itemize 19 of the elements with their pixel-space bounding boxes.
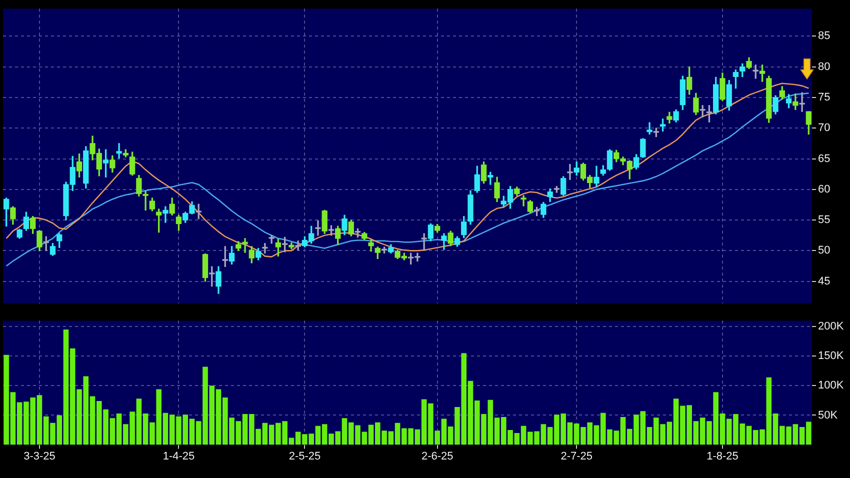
y-tick-label: 85 xyxy=(818,30,830,42)
x-tick-label: 1-8-25 xyxy=(706,450,738,462)
y-tick-label: 60 xyxy=(818,183,830,196)
x-tick-label: 2-7-25 xyxy=(560,450,592,462)
x-tick-label: 2-6-25 xyxy=(421,450,454,462)
y-tick-label: 75 xyxy=(818,92,830,104)
x-tick-label: 2-5-25 xyxy=(288,450,321,462)
y-tick-label: 80 xyxy=(818,60,830,73)
x-tick-label: 3-3-25 xyxy=(24,450,56,462)
y-tick-label: 200K xyxy=(818,320,844,333)
y-tick-label: 55 xyxy=(818,214,830,226)
y-tick-label: 65 xyxy=(818,152,830,165)
y-tick-label: 150K xyxy=(818,350,844,362)
y-tick-label: 70 xyxy=(818,122,830,134)
x-tick-label: 1-4-25 xyxy=(162,450,195,462)
y-tick-label: 45 xyxy=(818,275,830,288)
y-tick-label: 100K xyxy=(818,380,844,392)
y-tick-label: 50 xyxy=(818,244,830,257)
y-tick-label: 50K xyxy=(818,409,838,422)
